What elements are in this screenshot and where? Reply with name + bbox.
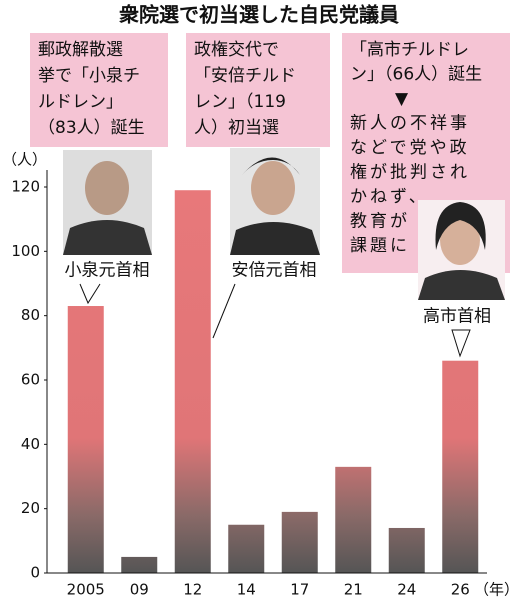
portrait — [418, 200, 505, 300]
callout-box — [186, 33, 330, 147]
callout-text: （83人）誕生 — [38, 118, 145, 138]
label-box — [410, 303, 505, 330]
callout-text: ルドレン」 — [38, 92, 123, 112]
y-tick-label: 80 — [21, 306, 40, 324]
y-tick-label: 40 — [21, 435, 40, 453]
callout-text: 課題に — [350, 236, 410, 256]
callout-text: などで党や政 — [350, 138, 470, 158]
pointer — [79, 283, 101, 305]
y-tick-label: 120 — [11, 178, 40, 196]
bar — [442, 360, 479, 573]
chart-title: 衆院選で初当選した自民党議員 — [119, 3, 399, 27]
callout-text: 権が批判され — [350, 163, 470, 183]
bar — [388, 527, 425, 573]
x-tick-label: 17 — [290, 581, 309, 599]
label-box — [218, 258, 330, 284]
bar — [121, 556, 158, 573]
callout-text: 新人の不祥事 — [350, 114, 470, 134]
person-label: 高市首相 — [423, 307, 491, 327]
x-tick-label: 24 — [397, 581, 416, 599]
bar — [174, 190, 211, 573]
y-tick-label: 60 — [21, 371, 40, 389]
x-tick-label: 12 — [183, 581, 202, 599]
person-label: 安倍元首相 — [232, 261, 317, 281]
x-tick-label: 09 — [130, 581, 149, 599]
x-tick-label: 26 — [451, 581, 470, 599]
callout-text: 郵政解散選 — [38, 40, 123, 60]
bar — [335, 466, 372, 573]
x-axis-label: （年） — [474, 581, 519, 599]
callout-text: 「高市チルドレ — [350, 40, 469, 60]
pointer — [451, 329, 471, 358]
callout-text: レン」（119 — [194, 92, 286, 112]
y-tick-label: 100 — [11, 242, 40, 260]
callout-text: ン」（66人）誕生 — [350, 65, 482, 85]
callout-text: 人）初当選 — [194, 118, 279, 138]
bar — [228, 524, 265, 573]
person-label: 小泉元首相 — [65, 261, 150, 281]
callout-text: 教育が — [350, 212, 410, 232]
bar — [281, 511, 318, 573]
x-tick-label: 21 — [344, 581, 363, 599]
callout-text: 政権交代で — [194, 40, 279, 60]
portrait — [230, 148, 320, 255]
y-axis-label: （人） — [2, 151, 47, 169]
callout-box — [30, 33, 168, 147]
x-tick-label: 14 — [237, 581, 256, 599]
label-box — [55, 258, 160, 284]
callout-text: かねず、 — [350, 187, 429, 207]
callout-text: 挙で「小泉チ — [38, 66, 140, 86]
x-tick-label: 2005 — [67, 581, 105, 599]
y-tick-label: 0 — [30, 564, 40, 582]
y-tick-label: 20 — [21, 499, 40, 517]
callout-text: ▼ — [395, 89, 409, 109]
callout-text: 「安倍チルド — [194, 66, 296, 86]
portrait — [63, 150, 152, 255]
pointer — [212, 283, 236, 339]
bar — [67, 306, 104, 573]
